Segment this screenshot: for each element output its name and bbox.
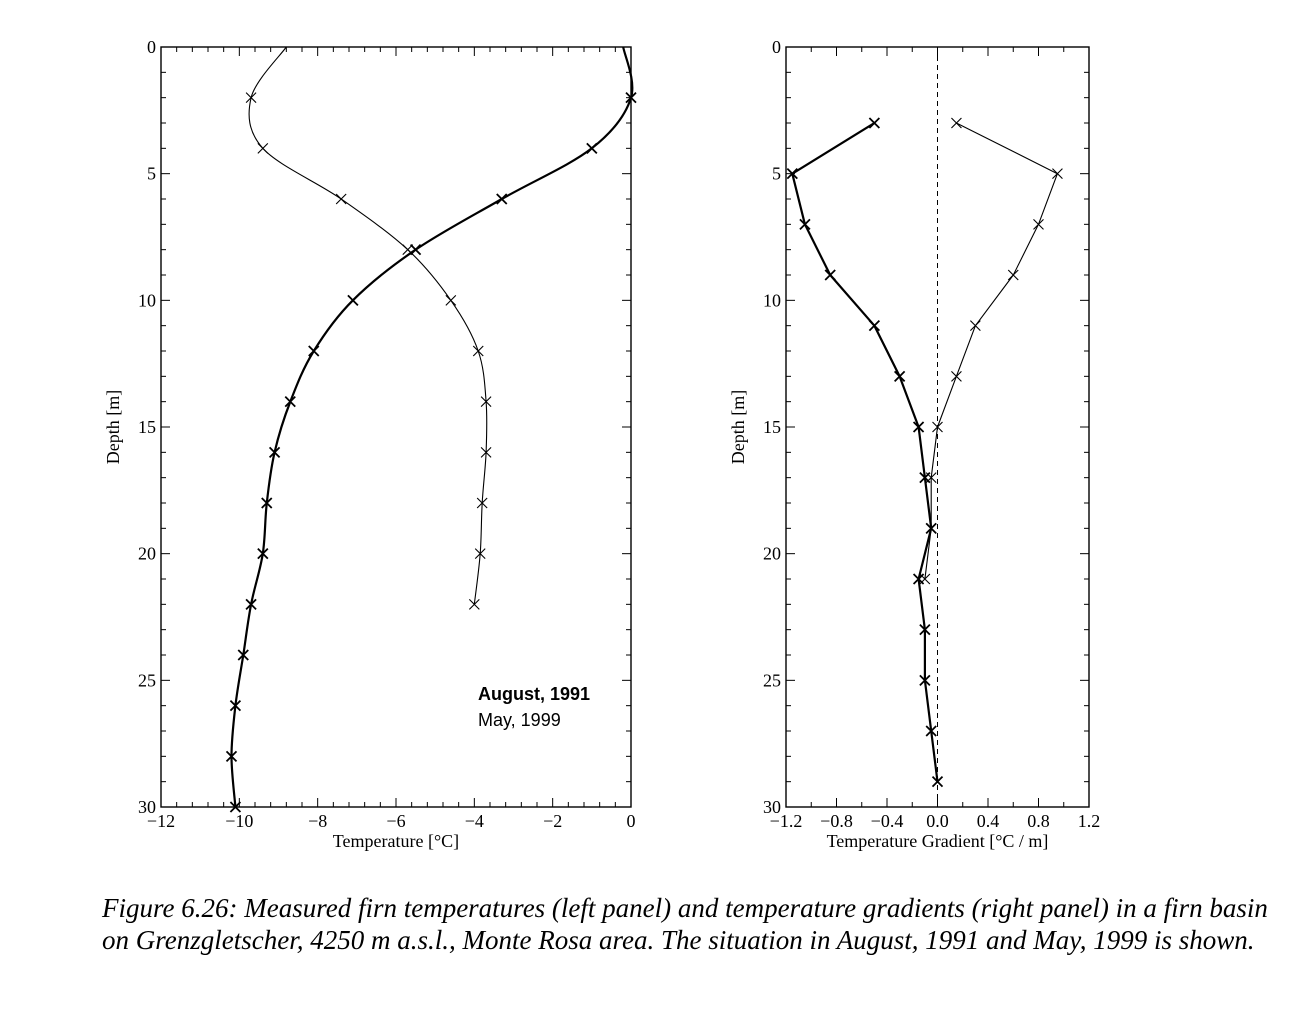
figure-panels: −12 −10 −8 −6 −4 −2 0 0 5 10 15 20 25 30 Temperature [… (103, 37, 1100, 851)
data-point-may-1999 (951, 370, 962, 382)
data-point-may-1999 (474, 548, 486, 560)
data-point-may-1999 (951, 117, 962, 129)
gradient-panel: −1.2 −0.8 −0.4 0.0 0.4 0.8 1.2 0 5 10 15 20 25 30 Temp… (728, 37, 1100, 851)
data-point-august-1991 (284, 396, 296, 408)
data-point-may-1999 (925, 522, 937, 534)
y-tick-label: 0 (147, 37, 156, 57)
data-point-august-1991 (257, 548, 269, 560)
data-point-august-1991 (229, 801, 242, 813)
legend: August, 1991 May, 1999 (478, 684, 590, 730)
data-point-august-1991 (919, 674, 931, 686)
x-tick-label: 0.4 (977, 811, 1000, 831)
x-axis-label: Temperature [°C] (333, 831, 459, 851)
data-point-may-1999 (1033, 218, 1044, 230)
data-point-august-1991 (586, 142, 598, 154)
y-tick-label: 20 (138, 544, 156, 564)
data-point-may-1999 (932, 421, 943, 433)
data-point-may-1999 (476, 497, 488, 509)
series-line-may-1999 (248, 46, 488, 605)
data-point-may-1999 (925, 472, 937, 484)
x-tick-label: 1.2 (1078, 811, 1101, 831)
legend-entry-may-1999: May, 1999 (478, 710, 561, 730)
data-point-august-1991 (931, 776, 944, 788)
data-point-may-1999 (1007, 269, 1019, 281)
data-point-august-1991 (409, 244, 422, 256)
x-tick-label: −0.4 (871, 811, 904, 831)
data-point-august-1991 (912, 421, 925, 433)
data-point-august-1991 (237, 649, 249, 661)
data-point-may-1999 (445, 294, 457, 306)
x-tick-label: 0.0 (926, 811, 949, 831)
data-point-august-1991 (625, 92, 637, 104)
y-tick-label: 30 (138, 797, 156, 817)
x-tick-label: 0.8 (1027, 811, 1050, 831)
series-line-may-1999 (924, 122, 1058, 580)
data-point-august-1991 (268, 446, 281, 458)
data-point-august-1991 (225, 750, 238, 762)
data-point-august-1991 (261, 497, 273, 509)
temperature-panel: −12 −10 −8 −6 −4 −2 0 0 5 10 15 20 25 30 Temperature [… (103, 37, 637, 851)
y-axis-label: Depth [m] (728, 390, 748, 464)
data-point-august-1991 (229, 700, 242, 712)
y-tick-label: 25 (763, 670, 781, 690)
data-point-may-1999 (480, 446, 492, 458)
data-point-august-1991 (893, 370, 906, 382)
data-point-august-1991 (308, 345, 320, 357)
y-tick-label: 20 (763, 544, 781, 564)
data-point-may-1999 (472, 345, 484, 357)
x-tick-label: −4 (465, 811, 484, 831)
x-tick-label: −0.8 (820, 811, 853, 831)
x-tick-label: −2 (543, 811, 562, 831)
data-point-may-1999 (919, 573, 931, 585)
data-point-may-1999 (257, 142, 269, 154)
x-tick-label: −8 (308, 811, 327, 831)
data-point-august-1991 (245, 598, 257, 610)
data-point-may-1999 (969, 320, 981, 332)
y-tick-label: 15 (138, 417, 156, 437)
data-point-may-1999 (402, 244, 414, 256)
data-point-august-1991 (868, 117, 881, 129)
legend-entry-august-1991: August, 1991 (478, 684, 590, 704)
data-point-august-1991 (347, 294, 359, 306)
data-point-august-1991 (824, 269, 836, 281)
data-point-may-1999 (468, 598, 480, 610)
x-tick-label: −6 (386, 811, 405, 831)
y-tick-label: 5 (147, 164, 156, 184)
x-tick-label: −10 (225, 811, 253, 831)
x-tick-label: −12 (147, 811, 175, 831)
x-tick-label: 0 (627, 811, 636, 831)
x-tick-label: −1.2 (770, 811, 803, 831)
y-tick-label: 15 (763, 417, 781, 437)
data-point-may-1999 (1052, 168, 1063, 180)
y-axis-label: Depth [m] (103, 390, 123, 464)
data-point-august-1991 (496, 193, 508, 205)
x-axis-label: Temperature Gradient [°C / m] (827, 831, 1049, 851)
data-point-august-1991 (786, 168, 798, 180)
y-tick-label: 30 (763, 797, 781, 817)
data-point-may-1999 (480, 396, 492, 408)
series-line-august-1991 (791, 122, 939, 782)
data-point-may-1999 (335, 193, 347, 205)
data-point-august-1991 (919, 624, 931, 636)
figure-caption: Figure 6.26: Measured firn temperatures … (102, 893, 1268, 955)
y-tick-label: 25 (138, 670, 156, 690)
y-tick-label: 0 (772, 37, 781, 57)
y-tick-label: 10 (138, 290, 156, 310)
data-point-august-1991 (925, 725, 937, 737)
data-point-august-1991 (868, 320, 881, 332)
y-tick-label: 5 (772, 164, 781, 184)
y-tick-label: 10 (763, 290, 781, 310)
data-point-may-1999 (245, 92, 257, 104)
data-point-august-1991 (799, 218, 811, 230)
